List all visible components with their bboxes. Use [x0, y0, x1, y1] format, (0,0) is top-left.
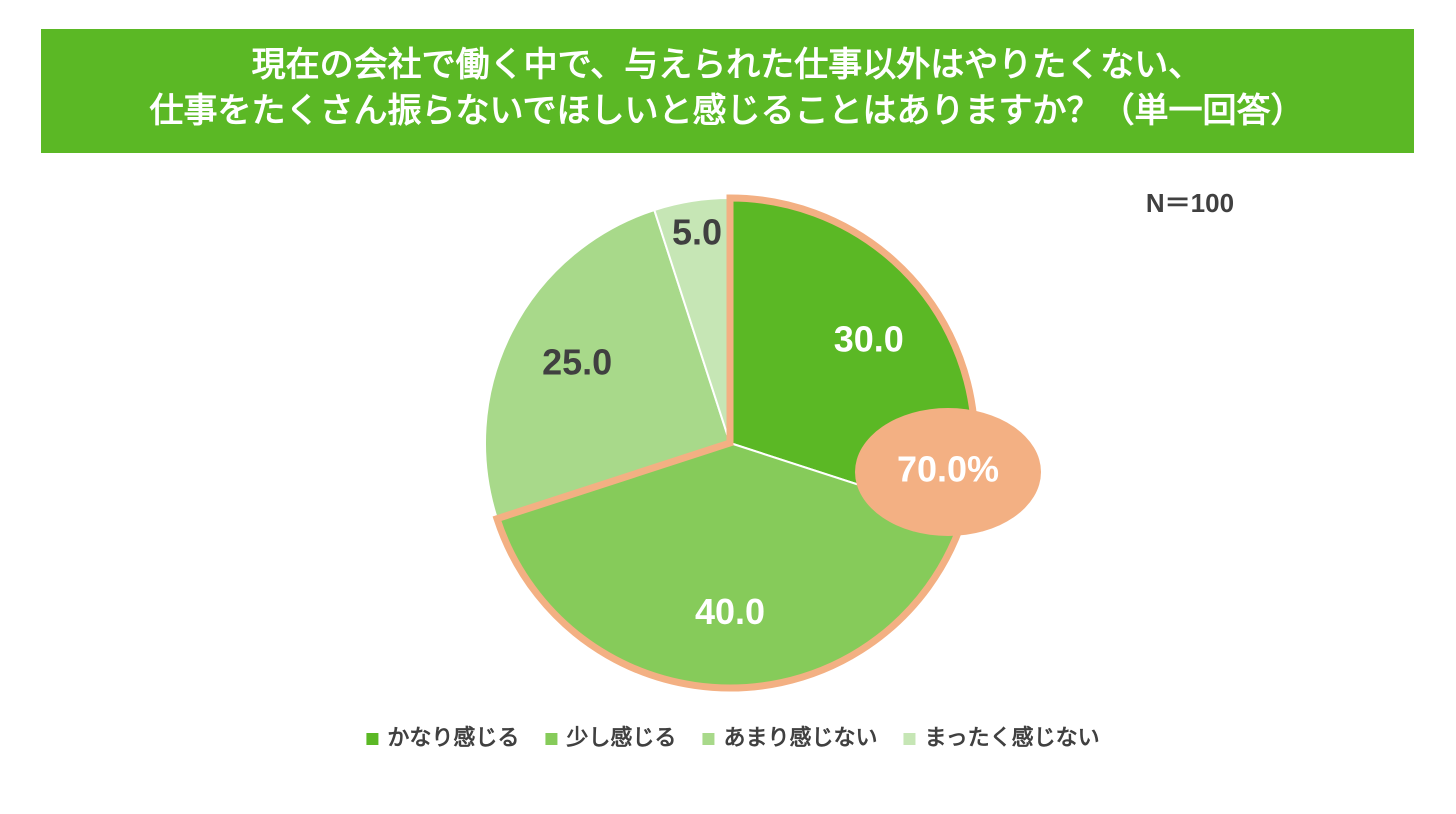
legend-label: 少し感じる [565, 725, 676, 750]
legend-swatch [903, 733, 916, 745]
data-label: 40.0 [695, 591, 765, 632]
chart-title: 現在の会社で働く中で、与えられた仕事以外はやりたくない、 [252, 46, 1203, 84]
data-label: 5.0 [672, 211, 722, 252]
pie-slice [484, 208, 732, 520]
legend-swatch [702, 733, 715, 745]
callout-label: 70.0% [897, 449, 999, 490]
data-label: 25.0 [542, 342, 612, 383]
legend-swatch [545, 733, 558, 745]
annotation: N＝100 [1146, 188, 1234, 218]
legend: かなり感じる 少し感じる あまり感じない まったく感じない [366, 725, 1100, 750]
legend-label: まったく感じない [924, 725, 1099, 750]
legend-label: あまり感じない [723, 725, 877, 750]
data-label: 30.0 [834, 319, 904, 360]
chart-title: 仕事をたくさん振らないでほしいと感じることはありますか？（単一回答） [150, 91, 1305, 130]
legend-swatch [366, 733, 379, 745]
callout-bubble [855, 408, 1041, 536]
highlight-outline [492, 194, 979, 692]
title-bar [41, 29, 1414, 153]
legend-label: かなり感じる [387, 725, 519, 750]
